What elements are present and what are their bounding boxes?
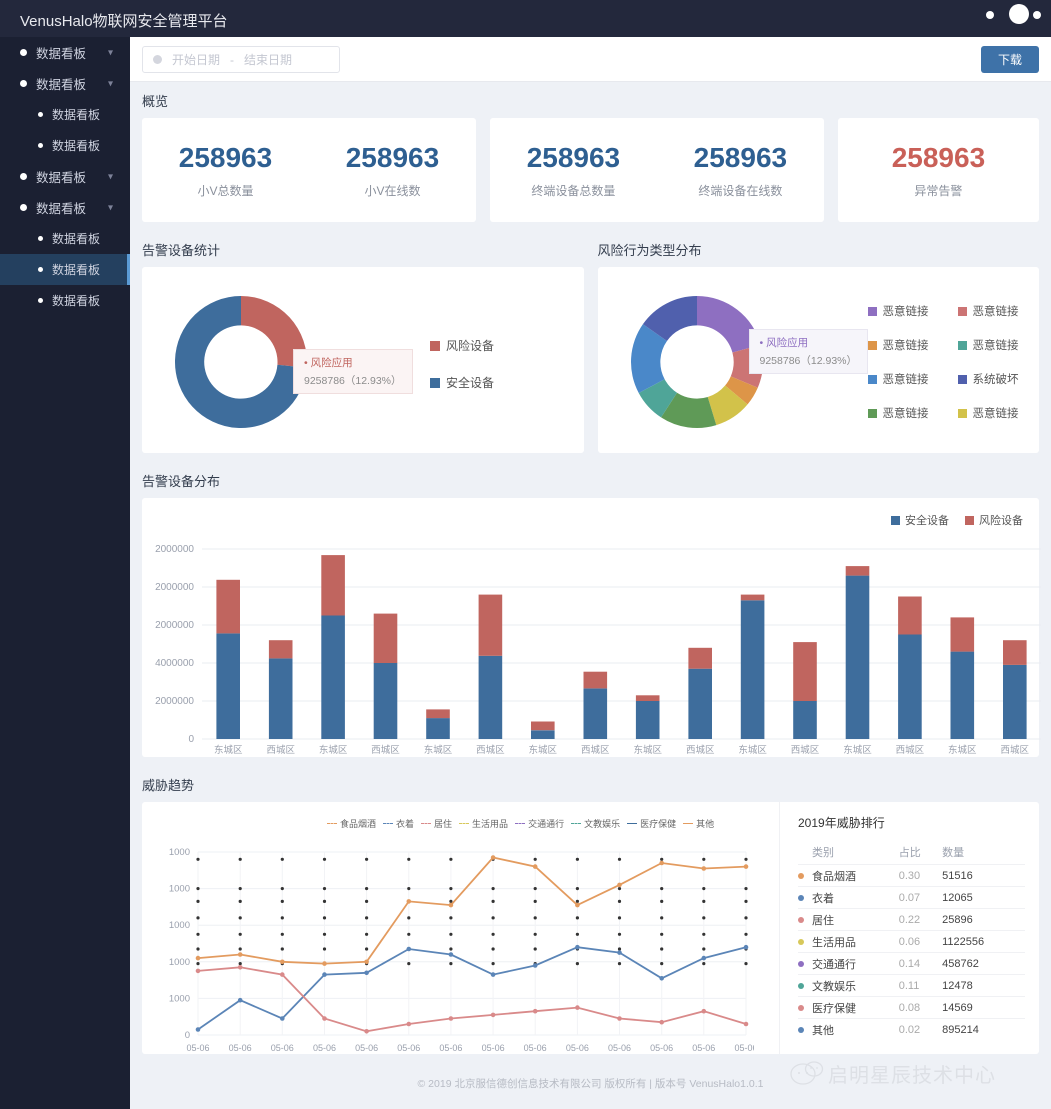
svg-text:西城区: 西城区	[686, 745, 715, 756]
svg-text:05-06: 05-06	[355, 1043, 378, 1053]
svg-text:2000000: 2000000	[155, 582, 194, 593]
svg-text:2000000: 2000000	[155, 696, 194, 707]
svg-text:西城区: 西城区	[581, 745, 610, 756]
svg-text:东城区: 东城区	[948, 744, 977, 756]
svg-text:05-06: 05-06	[313, 1043, 336, 1053]
svg-text:1000: 1000	[169, 847, 190, 858]
svg-text:1000: 1000	[169, 957, 190, 968]
svg-text:1000: 1000	[169, 920, 190, 931]
svg-text:0: 0	[185, 1030, 190, 1041]
svg-text:05-06: 05-06	[692, 1043, 715, 1053]
svg-text:05-06: 05-06	[397, 1043, 420, 1053]
svg-text:05-06: 05-06	[186, 1043, 209, 1053]
svg-text:东城区: 东城区	[424, 744, 453, 756]
svg-text:东城区: 东城区	[738, 744, 767, 756]
svg-text:05-06: 05-06	[439, 1043, 462, 1053]
svg-text:西城区: 西城区	[791, 745, 820, 756]
svg-text:1000: 1000	[169, 884, 190, 895]
svg-text:东城区: 东城区	[633, 744, 662, 756]
svg-text:05-06: 05-06	[271, 1043, 294, 1053]
svg-text:西城区: 西城区	[476, 745, 505, 756]
svg-text:东城区: 东城区	[319, 744, 348, 756]
svg-text:05-06: 05-06	[734, 1043, 754, 1053]
svg-text:2000000: 2000000	[155, 620, 194, 631]
svg-text:4000000: 4000000	[155, 658, 194, 669]
svg-text:2000000: 2000000	[155, 544, 194, 555]
svg-text:05-06: 05-06	[608, 1043, 631, 1053]
svg-text:东城区: 东城区	[214, 744, 243, 756]
svg-text:05-06: 05-06	[524, 1043, 547, 1053]
svg-text:西城区: 西城区	[371, 745, 400, 756]
svg-text:西城区: 西城区	[266, 745, 295, 756]
svg-text:东城区: 东城区	[843, 744, 872, 756]
svg-text:东城区: 东城区	[529, 744, 558, 756]
svg-text:05-06: 05-06	[482, 1043, 505, 1053]
svg-text:0: 0	[188, 734, 194, 745]
svg-text:西城区: 西城区	[1001, 745, 1030, 756]
svg-text:西城区: 西城区	[896, 745, 925, 756]
svg-text:1000: 1000	[169, 993, 190, 1004]
svg-text:05-06: 05-06	[650, 1043, 673, 1053]
svg-text:05-06: 05-06	[566, 1043, 589, 1053]
svg-text:05-06: 05-06	[229, 1043, 252, 1053]
